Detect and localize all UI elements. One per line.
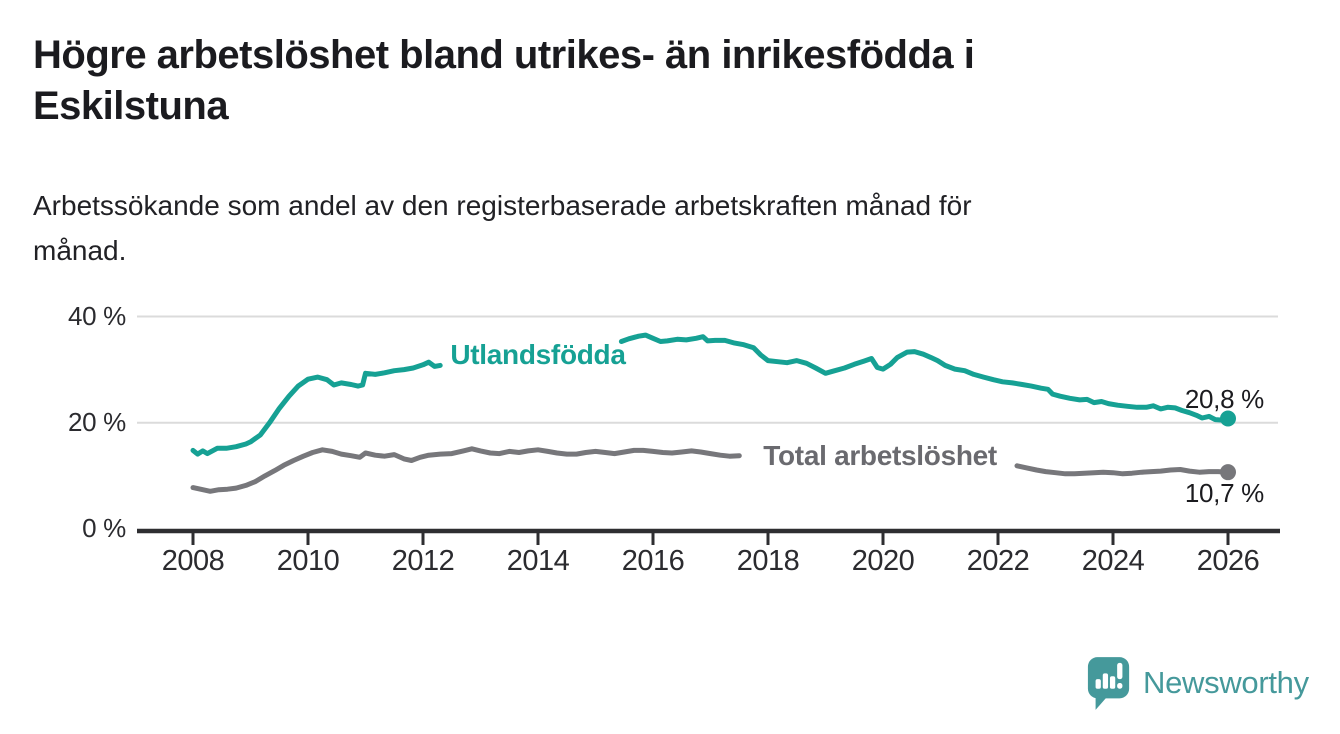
x-tick-label: 2024 [1081, 545, 1145, 577]
x-tick-label: 2020 [851, 545, 915, 577]
x-tick-label: 2022 [966, 545, 1030, 577]
series-label-utlandsf-dda: Utlandsfödda [450, 338, 626, 370]
x-tick-label: 2018 [736, 545, 800, 577]
x-tick-label: 2026 [1196, 545, 1260, 577]
page-title-line: Eskilstuna [33, 84, 229, 128]
end-dot-utlandsf-dda [1220, 410, 1236, 427]
newsworthy-logo-icon [1087, 657, 1130, 710]
y-tick-label: 20 % [67, 406, 126, 437]
x-tick-label: 2014 [506, 545, 570, 577]
x-tick-label: 2008 [161, 545, 225, 577]
end-dot-total-arbetsl-shet [1220, 464, 1236, 481]
end-value-label-total-arbetsl-shet: 10,7 % [1184, 478, 1264, 509]
x-tick-label: 2010 [276, 545, 340, 577]
page-title-line: Högre arbetslöshet bland utrikes- än inr… [33, 33, 975, 77]
series-line-total-arbetsl-shet [1014, 463, 1231, 477]
page-subtitle-line: månad. [33, 235, 127, 266]
x-tick-label: 2016 [621, 545, 685, 577]
page-subtitle: Arbetssökande som andel av den registerb… [33, 183, 1273, 273]
series-line-utlandsf-dda [618, 332, 1231, 423]
newsworthy-logo: Newsworthy [1086, 655, 1309, 711]
y-tick-label: 0 % [82, 513, 126, 543]
end-value-label-utlandsf-dda: 20,8 % [1184, 384, 1264, 414]
series-line-total-arbetsl-shet [190, 446, 742, 494]
page-subtitle-line: Arbetssökande som andel av den registerb… [33, 190, 972, 221]
x-tick-label: 2012 [391, 545, 455, 577]
y-tick-label: 40 % [67, 300, 126, 331]
newsworthy-logo-text: Newsworthy [1143, 665, 1309, 700]
page-title: Högre arbetslöshet bland utrikes- än inr… [33, 30, 1213, 132]
series-label-total-arbetsl-shet: Total arbetslöshet [763, 439, 997, 471]
series-line-utlandsf-dda [190, 359, 443, 457]
